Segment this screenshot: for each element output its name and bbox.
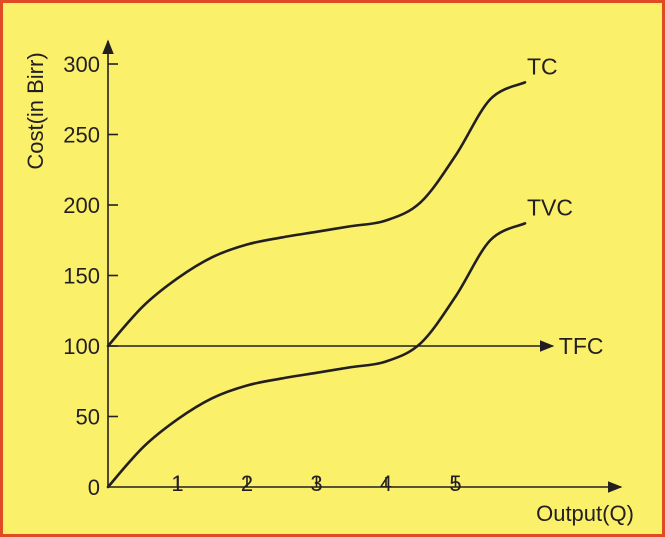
x-tick-label: 2 <box>241 471 253 496</box>
y-tick-label: 150 <box>63 264 100 289</box>
x-tick-label: 5 <box>449 471 461 496</box>
tvc-label: TVC <box>527 194 573 220</box>
x-axis-label: Output(Q) <box>536 501 634 526</box>
cost-curves-chart: 0 50 100 150 200 250 300 1 2 3 4 5 Output(Q) Cost(in … <box>23 39 634 526</box>
y-tick-label: 0 <box>88 475 100 500</box>
y-tick-label: 300 <box>63 52 100 77</box>
tvc-curve <box>106 222 527 489</box>
y-tick-label: 50 <box>76 405 100 430</box>
x-tick-label: 3 <box>310 471 322 496</box>
labels: 0 50 100 150 200 250 300 1 2 3 4 5 Output(Q) Cost(in … <box>23 52 634 526</box>
axes <box>102 39 623 493</box>
tc-label: TC <box>527 53 558 79</box>
y-tick-label: 200 <box>63 193 100 218</box>
tfc-label: TFC <box>559 333 604 359</box>
y-axis-label: Cost(in Birr) <box>23 52 48 169</box>
x-tick-label: 1 <box>171 471 183 496</box>
tc-curve <box>106 81 527 348</box>
curves <box>106 81 555 489</box>
y-tick-label: 250 <box>63 123 100 148</box>
y-tick-label: 100 <box>63 334 100 359</box>
x-tick-label: 4 <box>380 471 392 496</box>
